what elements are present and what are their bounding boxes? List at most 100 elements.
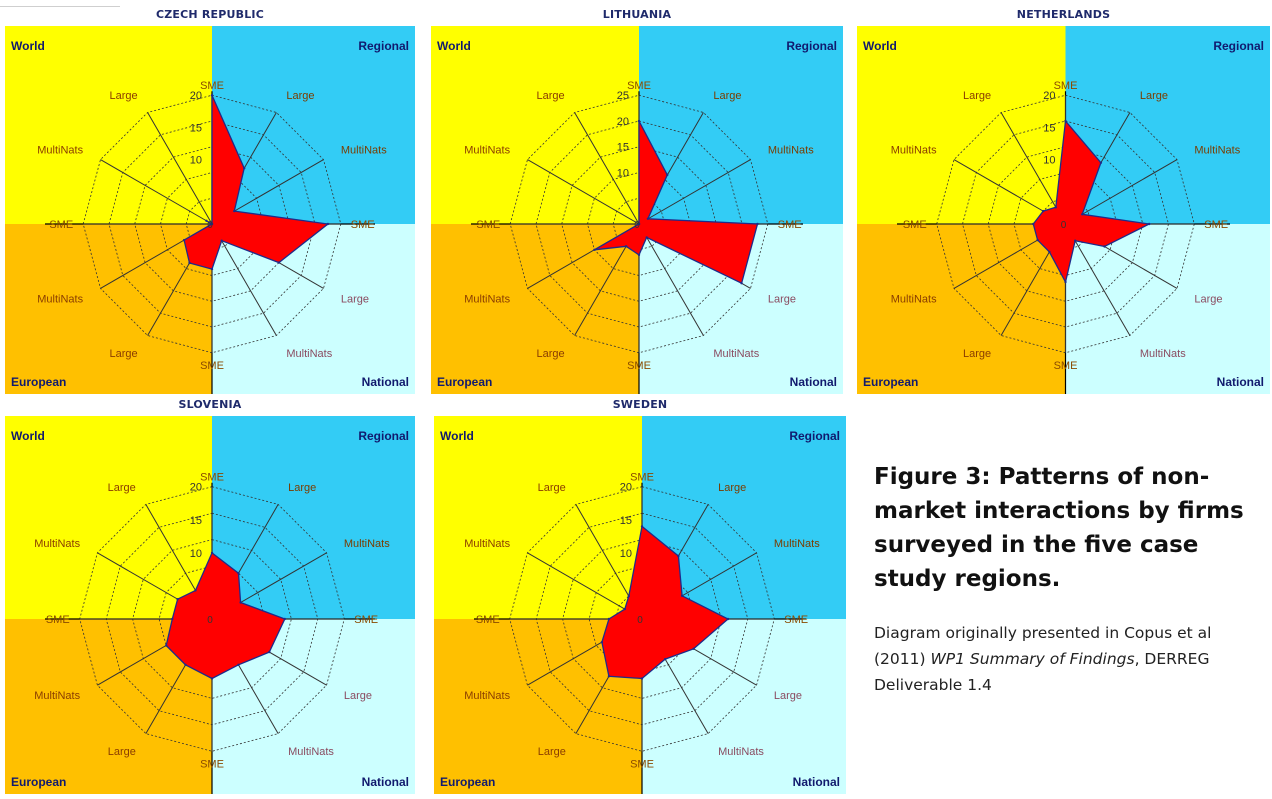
data-point — [210, 267, 214, 271]
radial-tick-label: 20 — [617, 116, 629, 128]
spoke-label: SME — [200, 758, 224, 770]
data-point — [210, 551, 214, 555]
spoke-label: Large — [341, 293, 369, 305]
spoke-label: MultiNats — [464, 690, 510, 702]
spoke-label: MultiNats — [286, 348, 332, 360]
quadrant-label-european: European — [437, 375, 492, 389]
data-point — [623, 607, 626, 611]
radial-tick-label: 10 — [190, 155, 202, 167]
spoke-label: Large — [963, 348, 991, 360]
radial-tick-label: 20 — [1043, 90, 1055, 102]
data-point — [277, 261, 281, 264]
spoke-label: MultiNats — [713, 348, 759, 360]
spoke-label: SME — [49, 219, 73, 231]
spoke-label: SME — [200, 80, 224, 92]
spoke-label: Large — [536, 90, 564, 102]
radar-panel-slovenia: SLOVENIA 20 15 10 0 SME Large MultiNats SME Larg… — [5, 398, 415, 796]
radial-tick-label: 10 — [620, 548, 632, 560]
spoke-label: Large — [718, 482, 746, 494]
caption-title: Figure 3: Patterns of non-market interac… — [874, 464, 1244, 592]
spoke-label: SME — [778, 219, 802, 231]
spoke — [574, 112, 640, 225]
spoke-label: SME — [627, 80, 651, 92]
spoke-label: SME — [1054, 80, 1078, 92]
spoke-label: MultiNats — [344, 538, 390, 550]
spoke — [527, 159, 640, 225]
spoke — [211, 223, 277, 336]
radar-panel-lithuania: LITHUANIA 25 20 15 10 0 SME Large MultiNats SME L… — [431, 8, 843, 394]
spoke-label: Large — [344, 690, 372, 702]
data-point — [205, 219, 208, 222]
data-point — [237, 572, 240, 575]
quadrant-label-world: World — [11, 429, 45, 443]
quadrant-label-national: National — [793, 775, 840, 789]
spoke-label: MultiNats — [464, 538, 510, 550]
data-point — [692, 647, 695, 650]
data-point — [607, 675, 611, 678]
quadrant-label-world: World — [11, 39, 45, 53]
data-point — [1081, 213, 1084, 216]
data-point — [171, 617, 174, 621]
spoke-label: MultiNats — [718, 746, 764, 758]
grid-ring — [509, 486, 775, 752]
spoke-label: SME — [200, 360, 224, 372]
spoke — [147, 112, 213, 225]
spoke-label: MultiNats — [774, 538, 820, 550]
spoke — [1065, 223, 1131, 336]
data-point — [600, 641, 604, 644]
spoke-label: MultiNats — [464, 293, 510, 305]
radial-tick-label: 0 — [207, 615, 213, 626]
radar-chart: 20 15 10 0 SME Large MultiNats SME Large MultiNat… — [5, 416, 415, 794]
data-point — [677, 554, 680, 558]
quadrant-european — [5, 224, 212, 394]
spoke-label: Large — [1140, 90, 1168, 102]
quadrant-label-regional: Regional — [358, 429, 409, 443]
data-point — [740, 282, 743, 285]
data-point — [1103, 245, 1106, 248]
spoke-label: SME — [46, 614, 70, 626]
quadrant-world — [431, 26, 639, 224]
quadrant-label-european: European — [863, 375, 918, 389]
radial-tick-label: 10 — [617, 167, 629, 179]
data-point — [645, 236, 648, 239]
quadrant-label-national: National — [790, 375, 837, 389]
data-point — [637, 119, 641, 123]
spoke — [638, 159, 751, 225]
quadrant-european — [857, 224, 1066, 394]
data-point — [239, 601, 242, 604]
radar-chart: 20 15 10 0 SME Large MultiNats SME Large MultiNat… — [5, 26, 415, 394]
radar-panel-czech-republic: CZECH REPUBLIC 20 15 10 0 SME Large MultiNats S… — [5, 8, 415, 394]
radial-tick-label: 20 — [620, 482, 632, 494]
spoke-label: SME — [903, 219, 927, 231]
data-point — [664, 657, 667, 661]
spoke-label: Large — [768, 293, 796, 305]
data-point — [1036, 238, 1039, 242]
data-point — [640, 677, 644, 680]
spoke-label: SME — [354, 614, 378, 626]
data-point — [607, 617, 611, 621]
radial-tick-label: 20 — [190, 482, 202, 494]
data-point — [627, 594, 630, 598]
quadrant-world — [5, 416, 212, 619]
quadrant-national — [1065, 224, 1270, 394]
spoke-label: Large — [288, 482, 316, 494]
radar-panel-sweden: SWEDEN 20 15 10 0 SME Large MultiNats SME Large M… — [434, 398, 846, 796]
spoke-label: MultiNats — [37, 145, 83, 157]
radial-tick-label: 15 — [620, 515, 632, 527]
quadrant-national — [212, 224, 415, 394]
data-point — [1032, 222, 1035, 226]
radial-tick-label: 0 — [207, 220, 213, 231]
quadrant-label-regional: Regional — [1213, 39, 1264, 53]
data-point — [188, 261, 191, 265]
quadrant-label-european: European — [11, 775, 66, 789]
radial-tick-label: 0 — [1061, 220, 1067, 231]
chart-title: CZECH REPUBLIC — [155, 8, 264, 21]
data-point — [1064, 119, 1067, 123]
quadrant-regional — [1065, 26, 1270, 224]
spoke-label: MultiNats — [1140, 348, 1186, 360]
quadrant-label-regional: Regional — [786, 39, 837, 53]
radial-tick-label: 20 — [190, 90, 202, 102]
spoke — [1000, 112, 1066, 225]
chart-title: NETHERLANDS — [1016, 8, 1111, 21]
spoke — [638, 223, 704, 336]
